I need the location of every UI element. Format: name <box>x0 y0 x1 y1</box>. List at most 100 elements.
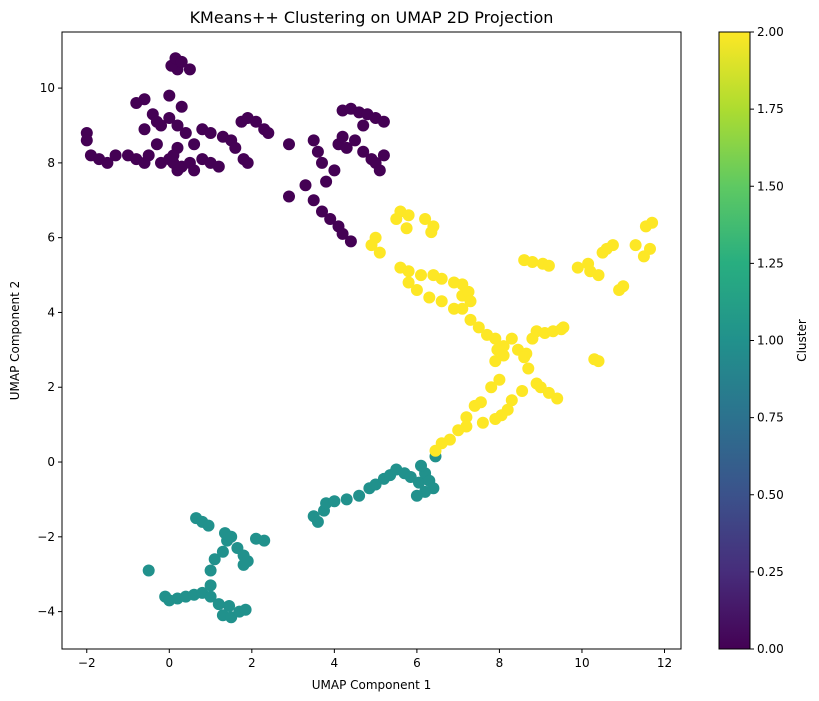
scatter-point-cluster-1 <box>237 558 250 571</box>
scatter-point-cluster-2 <box>522 362 535 375</box>
scatter-point-cluster-1 <box>311 515 324 528</box>
scatter-point-cluster-2 <box>476 416 489 429</box>
scatter-point-cluster-2 <box>400 222 413 235</box>
scatter-point-cluster-2 <box>369 231 382 244</box>
scatter-point-cluster-2 <box>606 239 619 252</box>
scatter-point-cluster-0 <box>80 134 93 147</box>
scatter-point-cluster-1 <box>223 600 236 612</box>
scatter-point-cluster-0 <box>179 127 192 139</box>
scatter-point-cluster-0 <box>229 141 242 154</box>
x-tick-label: 8 <box>496 656 504 670</box>
y-tick-label: −2 <box>37 530 55 544</box>
plot-frame <box>61 31 682 650</box>
y-tick-label: 10 <box>40 81 55 95</box>
scatter-point-cluster-2 <box>497 349 510 362</box>
scatter-point-cluster-0 <box>241 156 254 169</box>
colorbar-tick-label: 1.25 <box>757 256 784 270</box>
scatter-point-cluster-2 <box>551 392 564 405</box>
x-tick-label: 10 <box>574 656 589 670</box>
scatter-point-cluster-0 <box>377 149 390 162</box>
scatter-point-cluster-2 <box>464 295 477 308</box>
scatter-point-cluster-0 <box>373 164 386 177</box>
y-axis: −4 −2 0 2 4 6 8 10 <box>37 81 62 619</box>
x-tick-label: 12 <box>657 656 672 670</box>
chart-title: KMeans++ Clustering on UMAP 2D Projectio… <box>190 8 554 27</box>
scatter-point-cluster-2 <box>435 272 448 285</box>
scatter-point-cluster-2 <box>518 351 531 364</box>
scatter-point-cluster-1 <box>204 579 217 592</box>
scatter-point-cluster-0 <box>109 149 122 162</box>
scatter-point-cluster-2 <box>588 353 601 366</box>
scatter-point-cluster-0 <box>336 227 349 240</box>
plot-area <box>62 32 681 649</box>
scatter-point-cluster-0 <box>307 194 320 207</box>
scatter-point-cluster-2 <box>505 394 518 407</box>
x-axis-label: UMAP Component 1 <box>312 678 432 692</box>
scatter-point-cluster-0 <box>316 205 328 218</box>
colorbar-tick-label: 1.75 <box>757 102 784 116</box>
scatter-point-cluster-0 <box>130 97 143 109</box>
scatter-point-cluster-0 <box>175 100 188 113</box>
scatter-point-cluster-2 <box>452 424 465 437</box>
scatter-point-cluster-2 <box>646 216 659 229</box>
colorbar-tick-label: 1.50 <box>757 179 784 193</box>
scatter-point-cluster-0 <box>138 123 151 136</box>
colorbar-tick-label: 0.00 <box>757 642 784 656</box>
x-tick-label: −2 <box>78 656 96 670</box>
scatter-point-cluster-2 <box>373 246 386 259</box>
scatter-point-cluster-0 <box>377 115 390 128</box>
scatter-point-cluster-0 <box>357 145 370 158</box>
colorbar-label: Cluster <box>795 319 809 362</box>
scatter-point-cluster-2 <box>474 396 487 409</box>
colorbar-tick-label: 1.00 <box>757 334 784 348</box>
scatter-point-cluster-2 <box>555 323 568 336</box>
scatter-point-cluster-1 <box>216 545 229 558</box>
scatter-point-cluster-2 <box>415 269 427 282</box>
scatter-point-cluster-2 <box>584 265 597 278</box>
scatter-point-cluster-0 <box>175 55 188 68</box>
scatter-point-cluster-2 <box>448 302 460 315</box>
scatter-point-cluster-0 <box>150 138 163 151</box>
colorbar-tick-label: 0.75 <box>757 411 784 425</box>
scatter-point-cluster-0 <box>283 138 295 151</box>
x-tick-label: 2 <box>248 656 256 670</box>
scatter-point-cluster-0 <box>328 164 341 177</box>
colorbar-tick-label: 0.25 <box>757 565 784 579</box>
y-tick-label: −4 <box>37 605 55 619</box>
scatter-point-cluster-2 <box>402 265 415 278</box>
scatter-point-cluster-0 <box>183 63 196 76</box>
scatter-point-cluster-0 <box>311 145 324 158</box>
scatter-point-cluster-2 <box>489 413 502 425</box>
scatter-point-cluster-2 <box>435 295 448 308</box>
scatter-point-cluster-2 <box>571 261 584 274</box>
scatter-point-cluster-2 <box>637 250 650 263</box>
scatter-point-cluster-2 <box>497 340 510 353</box>
scatter-point-cluster-1 <box>415 459 427 472</box>
y-tick-label: 4 <box>47 305 55 319</box>
scatter-point-cluster-0 <box>171 119 184 132</box>
x-axis: −2 0 2 4 6 8 10 12 <box>78 649 672 670</box>
scatter-point-cluster-2 <box>425 226 438 239</box>
colorbar-ticks: 0.00 0.25 0.50 0.75 1.00 1.25 1.50 1.75 2.00 <box>750 25 784 656</box>
scatter-point-cluster-1 <box>410 489 423 502</box>
scatter-point-cluster-0 <box>167 149 180 162</box>
scatter-point-cluster-0 <box>142 149 155 162</box>
scatter-point-cluster-2 <box>516 385 529 397</box>
y-tick-label: 6 <box>47 231 55 245</box>
scatter-point-cluster-1 <box>212 598 225 611</box>
x-tick-label: 6 <box>413 656 421 670</box>
scatter-point-cluster-2 <box>462 285 475 298</box>
scatter-point-cluster-2 <box>419 213 432 225</box>
scatter-point-cluster-0 <box>349 134 361 147</box>
scatter-point-cluster-1 <box>413 476 425 489</box>
scatter-point-cluster-2 <box>402 209 415 222</box>
colorbar <box>718 31 751 650</box>
scatter-point-cluster-2 <box>472 321 485 334</box>
scatter-point-cluster-2 <box>617 280 630 293</box>
scatter-point-cluster-0 <box>324 213 337 225</box>
scatter-point-cluster-0 <box>316 156 328 169</box>
scatter-point-cluster-2 <box>410 284 423 296</box>
scatter-point-cluster-0 <box>204 127 217 139</box>
